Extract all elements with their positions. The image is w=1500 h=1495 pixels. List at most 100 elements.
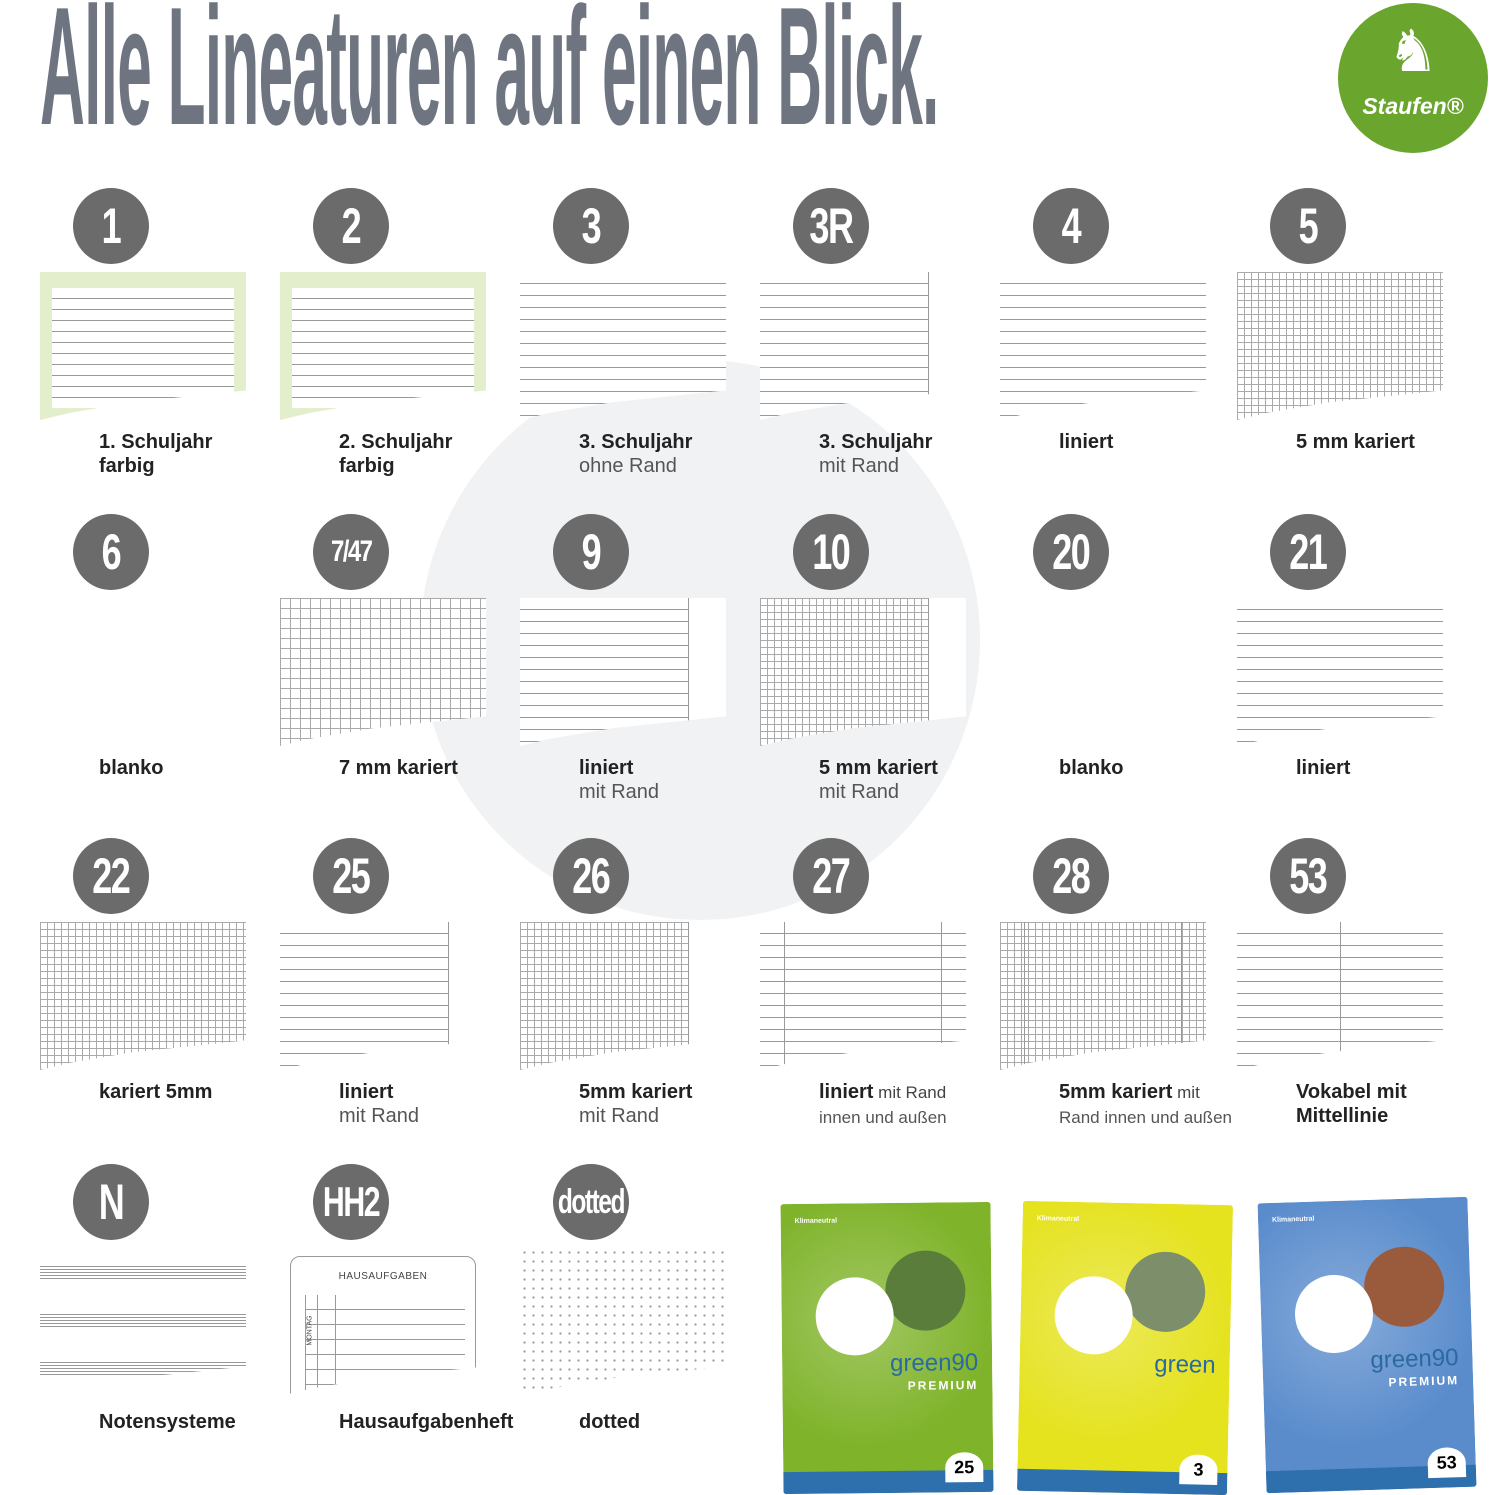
ruling-label: Notensysteme [99,1410,236,1434]
label-bold: 3. Schuljahr [579,431,693,453]
paper-sample-lined [1000,272,1206,420]
badge-text: 1 [101,198,122,254]
label-line2: mit Rand [819,781,900,803]
cover-photo [1124,1251,1207,1333]
number-badge: 6 [73,514,149,590]
cover-number: 53 [1427,1446,1467,1479]
margin-left [784,922,785,1070]
paper-sample-blank [40,598,246,746]
cover-brand: green90 PREMIUM [890,1349,979,1397]
paper-sample-homework: HAUSAUFGABEN MONTAG [280,1248,486,1396]
number-badge: 2 [313,188,389,264]
badge-text: HH2 [322,1178,381,1225]
label-bold: liniert [579,757,634,779]
badge-text: 22 [92,848,131,904]
label-circle [1293,1273,1375,1355]
paper-sample-lined-margin [280,922,486,1070]
number-badge: 26 [553,838,629,914]
label-line2: mit Rand [579,781,660,803]
label-bold: dotted [579,1411,641,1433]
col-line [317,1295,318,1395]
logo-text: Staufen® [1362,93,1464,119]
label-line2: ohne Rand [579,455,677,477]
notebook-cover: Klimaneutral green90 PREMIUM 25 [780,1201,994,1495]
label-line2: mit Rand [819,455,900,477]
badge-text: 26 [572,848,611,904]
label-circle [1053,1275,1134,1356]
lines [292,288,474,408]
label-bold: Vokabel mit [1296,1081,1407,1103]
paper-sample-lined [520,272,726,420]
cover-brand: green90 PREMIUM [1370,1344,1459,1394]
ruling-label: 3. Schuljahr ohne Rand [579,430,692,478]
label-line2: farbig [99,455,155,477]
ruling-label: 5 mm kariert [1296,430,1415,454]
paper-sample-lined-margin [520,598,726,746]
ruling-label: liniert [1059,430,1113,454]
margin [688,922,726,1070]
label-line2: Rand innen und außen [1059,1108,1232,1127]
ruling-label: liniert mit Rand [579,756,659,804]
label-line2: mit Rand [339,1105,420,1127]
badge-text: 9 [581,524,602,580]
badge-text: 28 [1052,848,1091,904]
badge-text: 20 [1052,524,1091,580]
paper-sample-lined-margin [760,272,966,420]
label-bold: 5 mm kariert [819,757,938,779]
label-bold: 2. Schuljahr [339,431,453,453]
paper-sample-green [280,272,486,420]
label-bold: 5 mm kariert [1296,431,1415,453]
number-badge: 9 [553,514,629,590]
number-badge: 21 [1270,514,1346,590]
ruling-label: dotted [579,1410,640,1434]
label-line2: farbig [339,455,395,477]
label-bold: Notensysteme [99,1411,236,1433]
number-badge: 22 [73,838,149,914]
klimaneutral-text: Klimaneutral [794,1217,838,1225]
paper-sample-grid-margin [520,922,726,1070]
badge-text: 7/47 [330,535,373,568]
number-badge: 20 [1033,514,1109,590]
ruling-label: Vokabel mit Mittellinie [1296,1080,1407,1128]
ruling-label: 3. Schuljahr mit Rand [819,430,932,478]
paper-sample-green [40,272,246,420]
brand-sub: PREMIUM [907,1378,979,1393]
cover-number: 3 [1179,1454,1218,1485]
brand-text: green [1153,1350,1216,1379]
homework-table: HAUSAUFGABEN MONTAG [290,1256,476,1396]
label-circle [815,1276,895,1356]
knight-on-horse-icon: ♞ [1387,19,1439,84]
paper-sample-vocab [1237,922,1443,1070]
ruling-label: liniert mit Rand innen und außen [819,1080,947,1130]
number-badge: 10 [793,514,869,590]
number-badge: 1 [73,188,149,264]
paper-sample-grid [40,922,246,1070]
cover-brand: green [1153,1350,1216,1379]
staufen-logo: ♞ Staufen® [1338,3,1488,153]
lines [52,288,234,408]
ruling-label: kariert 5mm [99,1080,212,1104]
ruling-label: liniert [1296,756,1350,780]
cover-number: 25 [945,1451,984,1483]
ruling-label: 1. Schuljahr farbig [99,430,212,478]
number-badge: N [73,1164,149,1240]
badge-text: 27 [812,848,851,904]
label-bold: liniert [339,1081,394,1103]
klimaneutral-text: Klimaneutral [1036,1215,1080,1224]
label-bold: 5mm kariert [1059,1081,1173,1103]
number-badge: 7/47 [313,514,389,590]
ruling-label: 5 mm kariert mit Rand [819,756,938,804]
notebook-cover: Klimaneutral green90 PREMIUM 53 [1257,1196,1477,1494]
paper-header: HAUSAUFGABEN [338,1271,428,1282]
margin [928,272,966,420]
klimaneutral-text: Klimaneutral [1271,1215,1315,1224]
label-bold: blanko [1059,757,1124,779]
margin-right [1181,922,1182,1070]
label-bold: 7 mm kariert [339,757,458,779]
number-badge: 4 [1033,188,1109,264]
label-line2: Mittellinie [1296,1105,1389,1127]
label-line2: innen und außen [819,1108,947,1127]
label-inline: mit Rand [873,1083,947,1102]
badge-text: 21 [1289,524,1328,580]
paper-sample-music [40,1248,246,1396]
